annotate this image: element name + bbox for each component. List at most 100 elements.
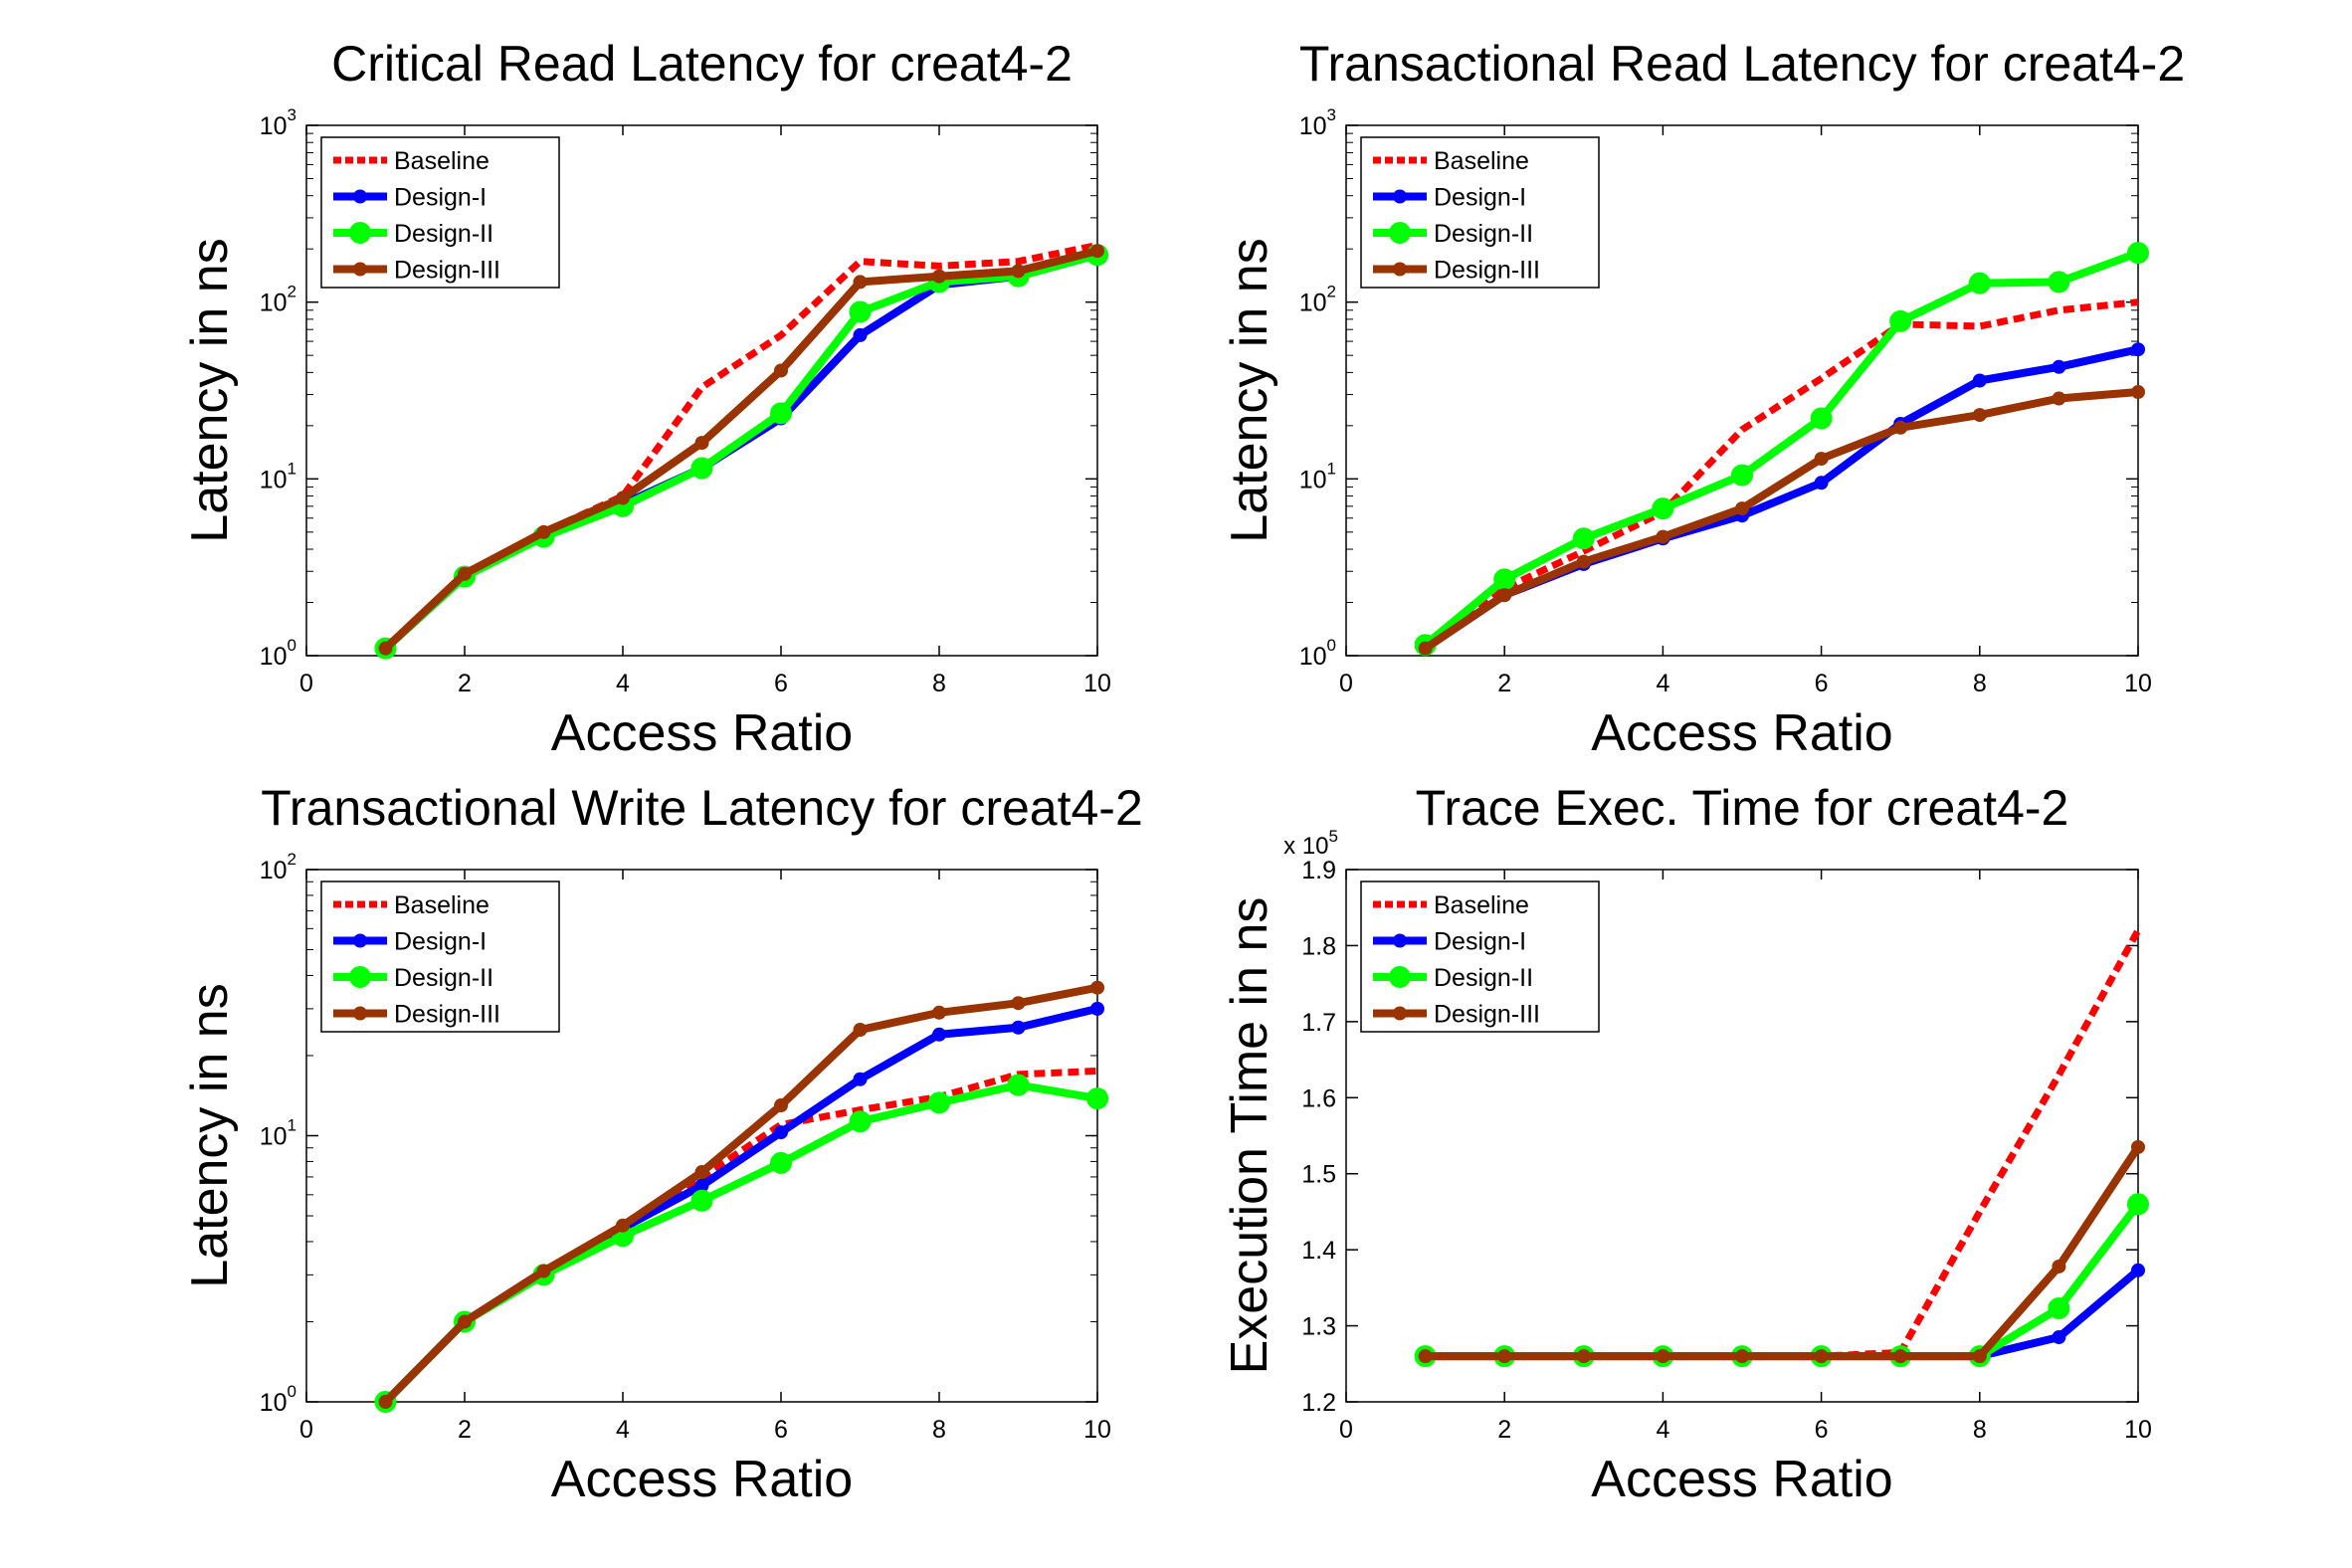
legend: Baseline Design-I Design-II Design-III	[320, 881, 560, 1033]
tick-base: 10	[260, 1123, 288, 1151]
marker-dot	[616, 490, 630, 505]
legend: Baseline Design-I Design-II Design-III	[320, 136, 560, 289]
marker-dot	[1497, 588, 1512, 603]
tick-base: 10	[260, 1389, 288, 1417]
marker-dot	[1090, 244, 1104, 259]
series-line	[1423, 249, 2140, 649]
marker-dot	[932, 269, 946, 284]
tick-exponent: 1	[288, 459, 296, 478]
x-tick-label: 8	[932, 670, 946, 697]
legend-item: Design-III	[1373, 257, 1540, 285]
series-design-iii	[1418, 1139, 2145, 1364]
marker-star	[1814, 476, 1829, 490]
marker-circle	[1731, 464, 1753, 487]
marker-circle	[1810, 407, 1833, 430]
marker-circle	[849, 300, 872, 323]
marker-star	[2131, 342, 2145, 357]
legend-item: Design-III	[333, 257, 500, 285]
marker-circle	[928, 1091, 950, 1114]
marker-dot	[2131, 385, 2145, 400]
marker-circle	[770, 402, 792, 425]
legend-item: Design-II	[1373, 964, 1533, 992]
y-tick-label: 1.6	[1301, 1084, 1336, 1112]
marker-dot	[1735, 501, 1749, 516]
x-tick-label: 8	[1973, 1416, 1987, 1444]
legend-label: Baseline	[1434, 891, 1529, 919]
x-tick-label: 0	[299, 670, 313, 697]
series-design-iii	[378, 980, 1104, 1409]
legend-label: Design-II	[1434, 220, 1533, 248]
y-tick-label: 103	[260, 105, 296, 140]
x-tick-label: 6	[1815, 670, 1829, 697]
marker-dot	[1893, 1349, 1908, 1364]
marker-star	[853, 327, 868, 342]
x-axis-label: Access Ratio	[551, 1451, 853, 1508]
x-tick-label: 10	[1083, 1416, 1111, 1444]
x-axis-label: Access Ratio	[1591, 1451, 1892, 1508]
marker-star	[694, 1178, 709, 1193]
y-tick-label: 102	[260, 283, 296, 317]
legend-label: Design-II	[394, 220, 493, 248]
series-line	[1425, 1144, 2142, 1361]
marker-star	[853, 1072, 868, 1086]
marker-star	[1393, 189, 1407, 204]
tick-base: 10	[260, 112, 288, 140]
tick-exponent: 3	[1327, 105, 1336, 124]
marker-dot	[1735, 1349, 1749, 1364]
marker-dot	[536, 524, 551, 539]
x-tick-label: 6	[774, 1416, 788, 1444]
marker-dot	[1814, 1349, 1829, 1364]
x-tick-label: 6	[1815, 1416, 1829, 1444]
y-tick-label: 1.5	[1301, 1161, 1336, 1189]
y-tick-label: 101	[260, 1116, 296, 1151]
marker-star	[774, 1125, 788, 1140]
marker-circle	[349, 222, 371, 244]
marker-dot	[353, 262, 367, 277]
marker-dot	[378, 641, 393, 656]
chart-4: Trace Exec. Time for creat4-2 Access Rati…	[1221, 780, 2152, 1508]
marker-dot	[2052, 391, 2066, 406]
x-tick-label: 10	[1083, 670, 1111, 697]
legend-item: Baseline	[333, 891, 490, 919]
marker-circle	[1007, 1074, 1030, 1096]
series-design-iii	[1418, 385, 2145, 656]
legend: Baseline Design-I Design-II Design-III	[1360, 136, 1600, 289]
tick-exponent: 3	[288, 105, 296, 124]
marker-dot	[2131, 1139, 2145, 1154]
legend-item: Design-I	[1373, 928, 1526, 956]
marker-circle	[1652, 497, 1674, 520]
marker-dot	[1497, 1349, 1512, 1364]
x-tick-label: 2	[458, 670, 472, 697]
x-tick-label: 4	[1656, 1416, 1669, 1444]
marker-circle	[2048, 1296, 2070, 1319]
marker-dot	[694, 436, 709, 451]
marker-circle	[770, 1151, 792, 1174]
multiplier-base: x 10	[1283, 833, 1328, 860]
marker-dot	[378, 1395, 393, 1409]
tick-base: 10	[1299, 466, 1327, 493]
legend-label: Baseline	[394, 891, 490, 919]
marker-dot	[1418, 1349, 1433, 1364]
legend-label: Design-III	[394, 1001, 500, 1029]
x-tick-label: 0	[1339, 670, 1353, 697]
multiplier-exponent: 5	[1329, 827, 1338, 846]
marker-dot	[1576, 554, 1591, 569]
series-design-iii	[378, 244, 1104, 656]
legend-label: Design-I	[394, 928, 487, 956]
tick-exponent: 1	[1327, 459, 1336, 478]
tick-base: 10	[260, 857, 288, 884]
legend-label: Design-II	[1434, 964, 1533, 992]
y-axis-label: Latency in ns	[181, 983, 239, 1287]
y-tick-label: 101	[260, 459, 296, 493]
y-axis-label: Execution Time in ns	[1221, 897, 1278, 1375]
marker-dot	[1972, 1349, 1987, 1364]
x-tick-label: 10	[2124, 1416, 2152, 1444]
marker-star	[2052, 1330, 2066, 1345]
marker-circle	[349, 966, 371, 988]
tick-base: 10	[260, 466, 288, 493]
x-tick-label: 8	[1973, 670, 1987, 697]
legend-item: Design-III	[333, 1001, 500, 1029]
tick-exponent: 2	[288, 850, 296, 869]
marker-circle	[2048, 271, 2070, 294]
chart-3: Transactional Write Latency for creat4-2…	[181, 780, 1143, 1508]
